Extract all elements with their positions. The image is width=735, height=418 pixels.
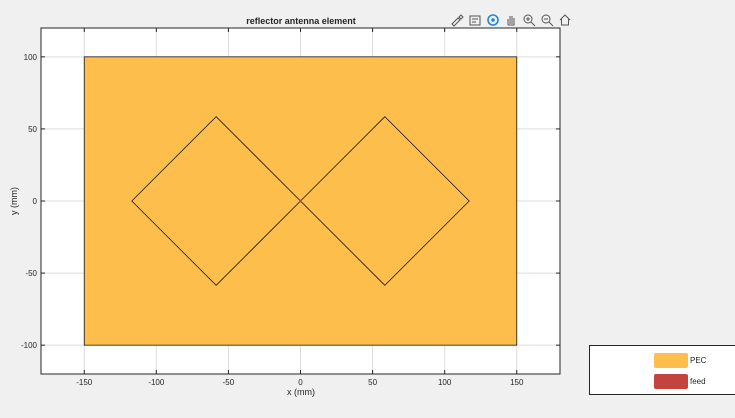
x-tick-label: -100 <box>148 378 165 387</box>
legend-label-feed: feed <box>690 376 706 386</box>
datatip-icon[interactable] <box>467 12 483 28</box>
ticks: -150 -100 -50 0 50 100 150 -100 -50 0 50 100 <box>21 28 560 387</box>
x-tick-label: -50 <box>223 378 235 387</box>
y-tick-label: 50 <box>28 125 37 134</box>
zoom-in-icon[interactable] <box>521 12 537 28</box>
export-icon[interactable] <box>449 12 465 28</box>
y-tick-label: -50 <box>25 269 37 278</box>
x-tick-label: 150 <box>510 378 524 387</box>
y-axis-label: y (mm) <box>9 187 19 215</box>
y-tick-label: 0 <box>33 197 38 206</box>
legend-label-pec: PEC <box>690 355 707 365</box>
chart-title: reflector antenna element <box>246 16 356 26</box>
x-tick-label: -150 <box>76 378 93 387</box>
y-tick-label: -100 <box>21 341 38 350</box>
right-dipole-element <box>299 116 470 286</box>
rotate-icon[interactable] <box>485 12 501 28</box>
axes-toolbar <box>449 11 573 29</box>
pan-icon[interactable] <box>503 12 519 28</box>
x-axis-label: x (mm) <box>287 387 315 397</box>
home-icon[interactable] <box>557 12 573 28</box>
legend-item-pec: PEC <box>654 352 706 368</box>
y-tick-label: 100 <box>24 53 38 62</box>
x-tick-label: 0 <box>298 378 303 387</box>
left-dipole-element <box>131 116 302 286</box>
zoom-out-icon[interactable] <box>539 12 555 28</box>
x-tick-label: 100 <box>438 378 452 387</box>
legend-item-feed: feed <box>654 373 706 389</box>
legend-swatch-feed <box>654 373 688 389</box>
legend: PEC feed <box>589 345 735 395</box>
legend-swatch-pec <box>654 352 688 368</box>
x-tick-label: 50 <box>368 378 377 387</box>
feed-point <box>299 199 302 203</box>
